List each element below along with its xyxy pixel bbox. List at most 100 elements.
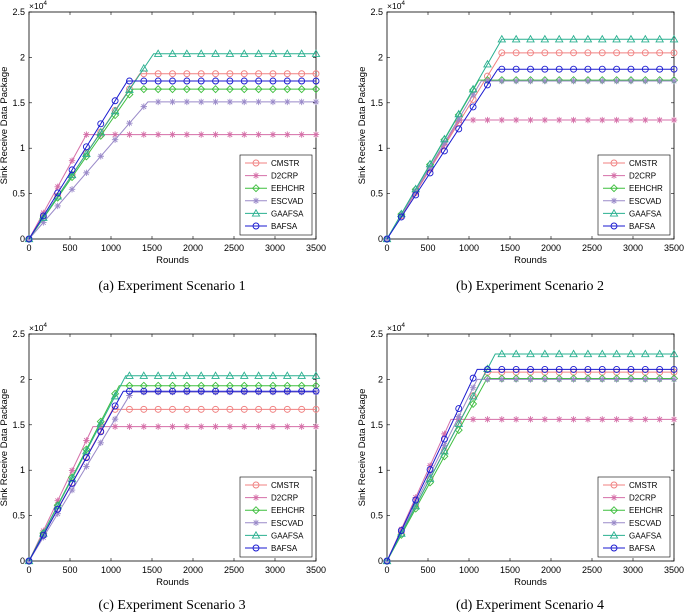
data-point xyxy=(111,423,119,430)
data-point xyxy=(627,116,635,124)
data-point xyxy=(512,49,520,57)
data-point xyxy=(283,70,291,78)
data-point xyxy=(268,49,278,57)
data-point xyxy=(527,116,534,124)
legend-label: D2CRP xyxy=(629,494,656,503)
data-point xyxy=(54,505,62,513)
data-point xyxy=(498,416,505,423)
data-point xyxy=(512,416,520,423)
data-point xyxy=(483,59,492,68)
data-point xyxy=(226,423,234,430)
legend-marker xyxy=(610,197,618,204)
data-point xyxy=(255,387,263,395)
data-point xyxy=(469,416,477,423)
legend-entry-eehchr: EEHCHR xyxy=(245,184,305,193)
data-point xyxy=(182,371,192,379)
data-point xyxy=(197,77,205,85)
data-point xyxy=(655,34,665,43)
legend-marker xyxy=(252,159,260,167)
data-point xyxy=(212,423,219,430)
data-point xyxy=(554,34,564,43)
data-point xyxy=(140,387,148,395)
x-tick-label: 2500 xyxy=(582,565,602,575)
series-line xyxy=(28,390,316,562)
data-point xyxy=(498,77,505,85)
data-point xyxy=(97,131,104,138)
legend-label: ESCVAD xyxy=(271,197,304,206)
figure-caption: (a) Experiment Scenario 1 xyxy=(98,279,245,294)
data-point xyxy=(169,77,176,85)
data-point xyxy=(555,49,563,57)
y-tick-label: 2.5 xyxy=(370,7,383,17)
data-point xyxy=(83,169,90,177)
legend: CMSTR D2CRP EEHCHR ESCVAD GAAFSA BAFSA xyxy=(597,154,671,236)
y-exponent-power: 4 xyxy=(401,0,405,7)
data-point xyxy=(455,405,463,413)
series-line xyxy=(28,391,316,562)
data-point xyxy=(297,49,307,57)
data-point xyxy=(512,365,520,373)
data-point xyxy=(441,442,448,449)
x-tick-label: 500 xyxy=(420,243,435,253)
legend-entry-bafsa: BAFSA xyxy=(603,544,656,553)
legend-label: EEHCHR xyxy=(271,184,305,193)
data-point xyxy=(96,127,106,136)
data-point xyxy=(469,91,477,98)
legend-entry-escvad: ESCVAD xyxy=(603,197,662,206)
data-point xyxy=(269,423,277,430)
data-point xyxy=(212,131,219,138)
data-point xyxy=(169,388,176,396)
legend-marker xyxy=(252,481,260,489)
data-point xyxy=(111,415,119,423)
x-tick-label: 0 xyxy=(26,565,31,575)
data-point xyxy=(226,387,234,395)
legend-label: BAFSA xyxy=(629,222,656,231)
data-point xyxy=(541,116,549,124)
data-point xyxy=(425,474,435,482)
data-point xyxy=(283,85,292,94)
legend-label: GAAFSA xyxy=(629,531,662,540)
x-tick-label: 1000 xyxy=(101,565,121,575)
data-point xyxy=(269,387,277,395)
legend-entry-bafsa: BAFSA xyxy=(245,222,298,231)
x-tick-label: 3000 xyxy=(623,565,643,575)
data-point xyxy=(140,77,148,85)
data-point xyxy=(455,413,462,420)
data-point xyxy=(198,131,205,138)
data-point xyxy=(211,85,220,94)
data-point xyxy=(598,65,606,73)
data-point xyxy=(640,349,650,358)
data-point xyxy=(126,423,133,430)
data-point xyxy=(269,70,277,78)
data-point xyxy=(54,202,61,210)
legend-label: ESCVAD xyxy=(271,519,304,528)
legend-label: EEHCHR xyxy=(629,506,663,515)
data-point xyxy=(397,527,405,534)
x-tick-label: 2000 xyxy=(541,243,561,253)
data-point xyxy=(125,371,134,379)
x-axis-label: Rounds xyxy=(156,255,189,266)
y-exponent-power: 4 xyxy=(43,322,47,329)
y-tick-label: 1 xyxy=(20,465,25,475)
data-point xyxy=(468,84,478,93)
legend-marker xyxy=(610,172,618,179)
data-point xyxy=(583,349,593,358)
data-point xyxy=(154,388,162,396)
data-point xyxy=(598,49,606,57)
legend-entry-escvad: ESCVAD xyxy=(603,519,662,528)
legend-entry-escvad: ESCVAD xyxy=(245,519,304,528)
legend-label: GAAFSA xyxy=(629,209,662,218)
x-tick-label: 3000 xyxy=(265,243,285,253)
data-point xyxy=(584,65,592,73)
data-point xyxy=(627,49,635,57)
y-axis-label: Sink Receive Data Package xyxy=(357,389,368,507)
data-point xyxy=(556,376,563,383)
x-tick-label: 1500 xyxy=(142,243,162,253)
y-tick-label: 0.5 xyxy=(370,189,383,199)
data-point xyxy=(454,109,464,118)
data-point xyxy=(284,98,291,106)
data-point xyxy=(284,423,291,430)
legend-label: CMSTR xyxy=(629,159,658,168)
data-point xyxy=(613,49,621,57)
